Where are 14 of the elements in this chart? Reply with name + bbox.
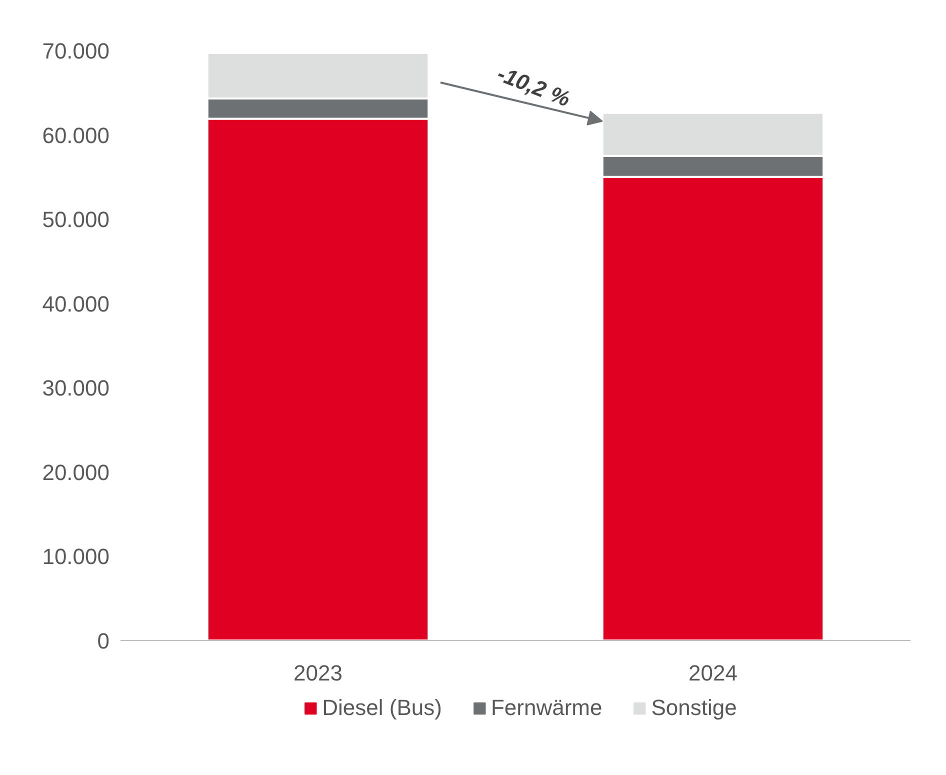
legend-label: Sonstige xyxy=(651,695,737,721)
y-tick-label: 0 xyxy=(97,628,110,654)
legend-label: Fernwärme xyxy=(490,695,602,721)
x-tick-label: 2023 xyxy=(294,660,342,686)
y-tick-label: 50.000 xyxy=(42,207,110,232)
y-tick-label: 20.000 xyxy=(42,460,110,485)
y-tick-label: 60.000 xyxy=(42,122,110,148)
x-tick-label: 2024 xyxy=(688,660,738,686)
legend-label: Diesel (Bus) xyxy=(322,695,442,721)
y-tick-label: 30.000 xyxy=(42,376,110,401)
y-tick-label: 70.000 xyxy=(42,38,110,64)
y-tick-label: 40.000 xyxy=(42,291,110,316)
y-tick-label: 10.000 xyxy=(42,544,110,570)
annotation: -10,2 % xyxy=(494,60,574,112)
